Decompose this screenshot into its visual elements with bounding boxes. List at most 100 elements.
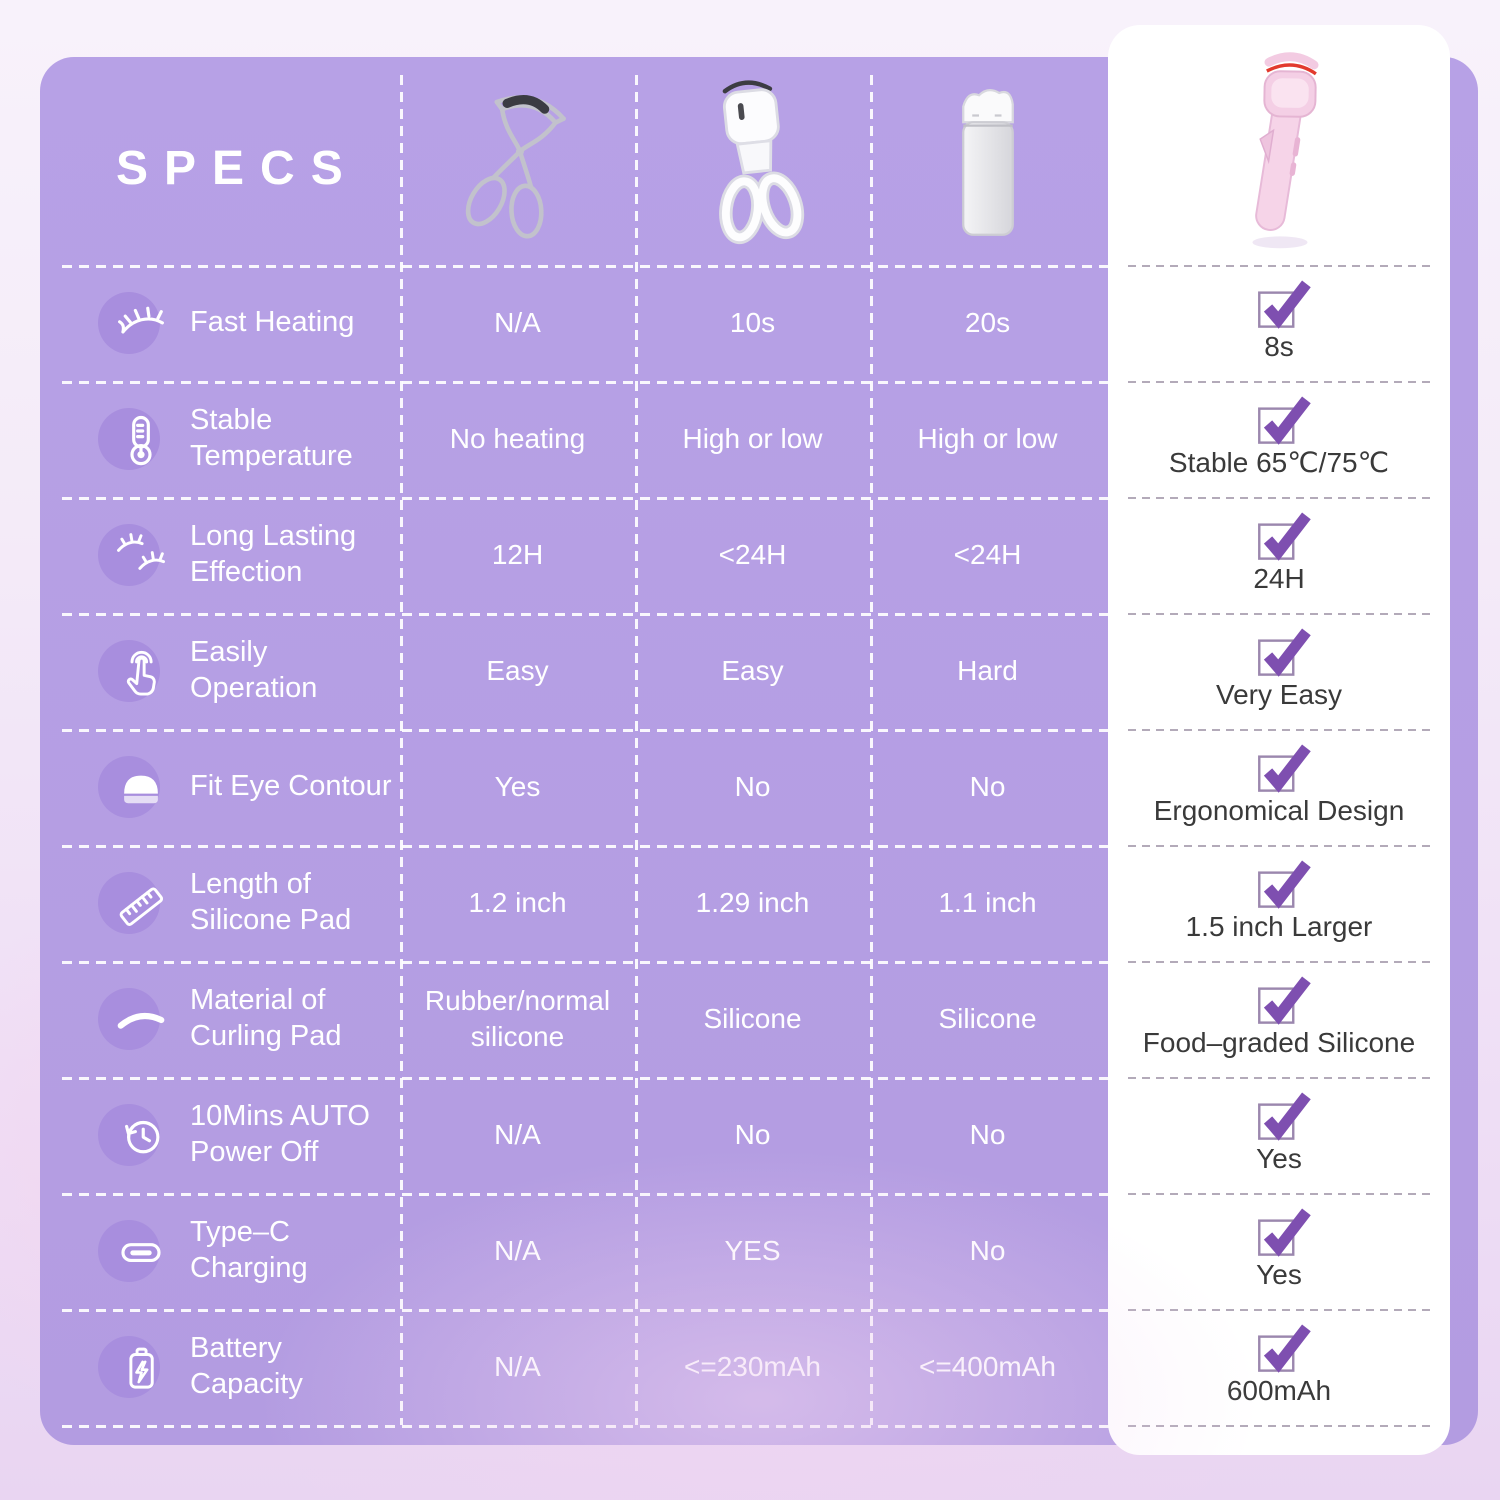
spec-value: Hard [957, 654, 1018, 686]
row-label: 10Mins AUTO Power Off [190, 1100, 370, 1168]
spec-value: No [734, 1118, 771, 1150]
checkbox-checked-icon [1258, 744, 1311, 793]
checkbox-checked-icon [1258, 512, 1311, 561]
featured-value: Stable 65℃/75℃ [1168, 447, 1390, 478]
featured-value: Ergonomical Design [1153, 795, 1405, 826]
product-header-row [40, 57, 1105, 265]
white-heated-curler-photo [635, 57, 870, 265]
featured-separator-line [1128, 1309, 1430, 1311]
spec-value: Yes [494, 770, 541, 802]
spec-value: No [969, 770, 1006, 802]
row-label-cell: Type–C Charging [40, 1193, 400, 1309]
spec-row: Easily Operation Easy Easy Hard [40, 613, 1105, 729]
spec-value: 1.1 inch [938, 886, 1037, 918]
icon-circle-background [98, 524, 160, 586]
row-label: Battery Capacity [190, 1332, 303, 1400]
type-c-icon-wrap [98, 1215, 190, 1287]
featured-item: Food–graded Silicone [1108, 961, 1450, 1077]
spec-value: No [969, 1118, 1006, 1150]
ruler-icon-wrap [98, 867, 190, 939]
battery-icon [129, 1347, 154, 1389]
row-label-cell: Fit Eye Contour [40, 729, 400, 845]
spec-value: <24H [718, 538, 787, 570]
white-heated-curler-image [718, 80, 804, 245]
manual-eyelash-curler-photo [400, 57, 635, 265]
row-label: Type–C Charging [190, 1216, 308, 1284]
featured-value: 600mAh [1226, 1375, 1332, 1406]
spec-row: Material of Curling Pad Rubber/normal sil… [40, 961, 1105, 1077]
featured-value: 8s [1264, 331, 1294, 362]
ruler-icon [119, 887, 164, 926]
column-separator-line [635, 75, 638, 1425]
spec-value: N/A [494, 1350, 541, 1382]
spec-value: YES [724, 1234, 781, 1266]
thermometer-icon [130, 415, 152, 466]
pink-heated-curler-image [1252, 52, 1319, 249]
icon-circle-background [98, 640, 160, 702]
compact-heated-curler-image [961, 89, 1014, 236]
featured-separator-line [1128, 613, 1430, 615]
double-lash-icon-wrap [98, 519, 190, 591]
row-label: Length of Silicone Pad [190, 868, 352, 936]
row-label: Stable Temperature [190, 404, 353, 472]
row-separator-line [62, 1309, 1456, 1312]
row-label: Fit Eye Contour [190, 770, 392, 803]
featured-item: Very Easy [1108, 613, 1450, 729]
featured-item: 600mAh [1108, 1309, 1450, 1425]
featured-value: Yes [1256, 1143, 1302, 1174]
page-title: SPECS [116, 142, 359, 195]
row-separator-line [62, 1193, 1456, 1196]
spec-value: Easy [721, 654, 784, 686]
row-label-cell: 10Mins AUTO Power Off [40, 1077, 400, 1193]
spec-value: 1.2 inch [468, 886, 567, 918]
featured-item: Yes [1108, 1077, 1450, 1193]
column-separator-line [400, 75, 403, 1425]
row-separator-line [62, 381, 1456, 384]
title-cell [40, 57, 400, 265]
row-separator-line [62, 961, 1456, 964]
featured-separator-line [1128, 381, 1430, 383]
type-c-plug-icon [121, 1243, 161, 1263]
spec-row: Fit Eye Contour Yes No No [40, 729, 1105, 845]
spec-row: Long Lasting Effection 12H <24H <24H [40, 497, 1105, 613]
spec-value: 1.29 inch [695, 886, 810, 918]
spec-value: Rubber/normal silicone [424, 984, 611, 1052]
featured-separator-line [1128, 845, 1430, 847]
row-separator-line [62, 729, 1456, 732]
row-separator-line [62, 1077, 1456, 1080]
spec-value: No [969, 1234, 1006, 1266]
eye-pad-icon-wrap [98, 751, 190, 823]
featured-item: Stable 65℃/75℃ [1108, 381, 1450, 497]
featured-item: 24H [1108, 497, 1450, 613]
auto-off-icon-wrap [98, 1099, 190, 1171]
featured-separator-line [1128, 1425, 1430, 1427]
featured-separator-line [1128, 961, 1430, 963]
curve-icon-wrap [98, 983, 190, 1055]
featured-value: 1.5 inch Larger [1185, 911, 1373, 942]
column-separator-line [870, 75, 873, 1425]
spec-value: 20s [964, 306, 1011, 338]
lash-icon-wrap [98, 287, 190, 359]
row-label-cell: Long Lasting Effection [40, 497, 400, 613]
spec-value: No [734, 770, 771, 802]
featured-separator-line [1128, 1193, 1430, 1195]
lash-icon [118, 306, 164, 334]
checkbox-checked-icon [1258, 1092, 1311, 1141]
spec-value: 12H [491, 538, 544, 570]
row-label-cell: Material of Curling Pad [40, 961, 400, 1077]
featured-value: Very Easy [1215, 679, 1343, 710]
spec-value: High or low [917, 422, 1058, 454]
spec-value: 10s [729, 306, 776, 338]
spec-row: Fast Heating N/A 10s 20s [40, 265, 1105, 381]
spec-value: High or low [682, 422, 823, 454]
row-label-cell: Stable Temperature [40, 381, 400, 497]
featured-item: Yes [1108, 1193, 1450, 1309]
spec-value: Easy [486, 654, 549, 686]
touch-icon-wrap [98, 635, 190, 707]
spec-value: <=230mAh [684, 1350, 821, 1382]
spec-row: Length of Silicone Pad 1.2 inch 1.29 inch 1… [40, 845, 1105, 961]
row-label: Long Lasting Effection [190, 520, 357, 588]
featured-separator-line [1128, 1077, 1430, 1079]
featured-separator-line [1128, 265, 1430, 267]
